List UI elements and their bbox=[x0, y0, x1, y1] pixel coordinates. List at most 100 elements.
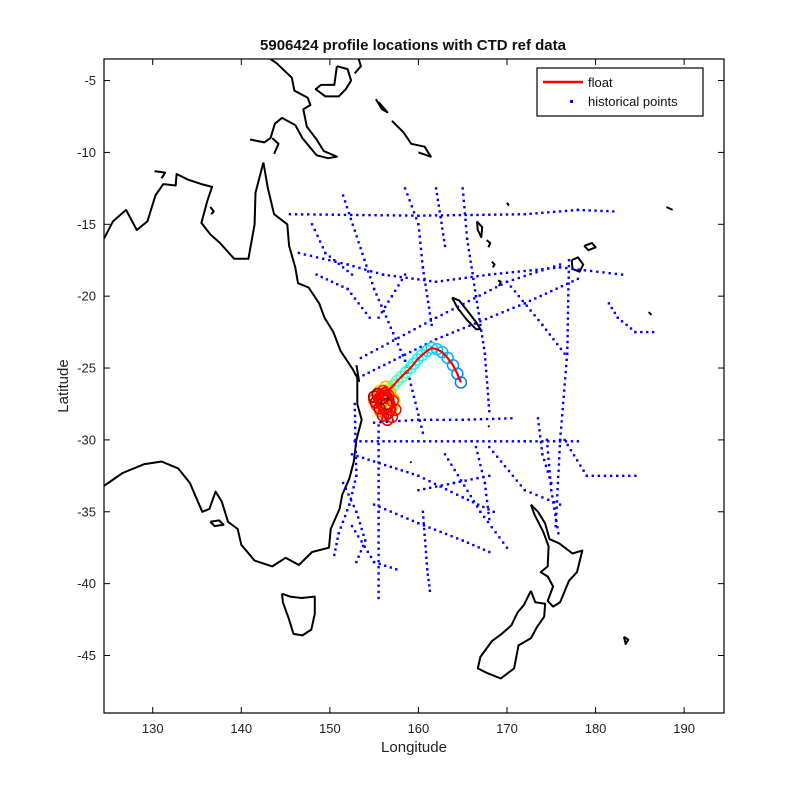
historical-point bbox=[550, 481, 553, 485]
historical-point bbox=[461, 496, 464, 499]
historical-point bbox=[421, 431, 425, 434]
historical-point bbox=[385, 420, 388, 423]
historical-point bbox=[476, 306, 479, 309]
historical-point bbox=[403, 187, 407, 190]
historical-point bbox=[341, 266, 345, 269]
historical-point bbox=[294, 213, 298, 216]
historical-point bbox=[622, 474, 625, 477]
historical-point bbox=[417, 474, 420, 477]
historical-point bbox=[403, 359, 407, 362]
historical-point bbox=[612, 210, 615, 213]
historical-point bbox=[334, 548, 337, 551]
historical-point bbox=[370, 440, 374, 443]
historical-point bbox=[566, 340, 569, 344]
historical-point bbox=[475, 300, 479, 304]
historical-point bbox=[447, 458, 450, 461]
historical-point bbox=[353, 440, 356, 443]
historical-point bbox=[567, 282, 570, 285]
historical-point bbox=[353, 414, 357, 418]
historical-point bbox=[367, 270, 370, 273]
coastline bbox=[249, 59, 338, 160]
historical-point bbox=[556, 526, 559, 529]
historical-point bbox=[452, 278, 456, 281]
y-axis-label: Latitude bbox=[55, 359, 72, 412]
historical-point bbox=[392, 214, 396, 217]
axes-background bbox=[104, 59, 724, 713]
historical-point bbox=[433, 482, 437, 486]
historical-point bbox=[343, 514, 347, 518]
historical-point bbox=[419, 241, 422, 244]
historical-point bbox=[553, 266, 556, 270]
historical-point bbox=[479, 323, 482, 327]
historical-point bbox=[362, 533, 365, 536]
historical-point bbox=[523, 302, 526, 305]
historical-point bbox=[558, 444, 561, 448]
historical-point bbox=[412, 395, 416, 398]
historical-point bbox=[480, 469, 484, 473]
historical-point bbox=[349, 217, 353, 221]
historical-point bbox=[354, 450, 357, 454]
historical-point bbox=[620, 273, 624, 276]
historical-point bbox=[570, 440, 574, 443]
historical-point bbox=[405, 214, 408, 217]
historical-point bbox=[417, 229, 421, 232]
historical-point bbox=[444, 488, 448, 491]
historical-point bbox=[411, 389, 414, 392]
historical-point bbox=[487, 404, 490, 407]
historical-point bbox=[457, 329, 460, 332]
historical-point bbox=[391, 339, 395, 342]
historical-point bbox=[523, 274, 526, 278]
historical-points-layer bbox=[288, 187, 655, 600]
historical-point bbox=[597, 474, 601, 477]
historical-point bbox=[361, 252, 364, 256]
historical-point bbox=[354, 444, 357, 448]
historical-point bbox=[367, 371, 370, 374]
historical-point bbox=[439, 530, 442, 534]
historical-point bbox=[349, 497, 352, 500]
historical-point bbox=[434, 187, 438, 190]
historical-point bbox=[374, 214, 377, 217]
historical-point bbox=[377, 298, 381, 302]
historical-point bbox=[434, 214, 438, 217]
historical-point bbox=[358, 522, 362, 525]
historical-point bbox=[322, 257, 325, 260]
historical-point bbox=[479, 418, 483, 421]
historical-point bbox=[346, 269, 349, 273]
historical-point bbox=[499, 272, 503, 275]
historical-point bbox=[634, 474, 637, 477]
historical-point bbox=[563, 438, 566, 442]
historical-point bbox=[377, 547, 380, 550]
y-tick-label: -45 bbox=[77, 648, 96, 663]
historical-point bbox=[324, 251, 327, 255]
historical-point bbox=[625, 323, 628, 327]
historical-point bbox=[394, 337, 397, 340]
historical-point bbox=[419, 247, 423, 251]
historical-point bbox=[423, 418, 426, 421]
historical-point bbox=[377, 578, 380, 581]
historical-point bbox=[500, 283, 503, 286]
historical-point bbox=[456, 305, 460, 308]
historical-point bbox=[567, 299, 570, 303]
coastline bbox=[375, 98, 389, 114]
historical-point bbox=[476, 440, 479, 443]
historical-point bbox=[569, 449, 573, 452]
historical-point bbox=[412, 211, 416, 214]
historical-point bbox=[546, 445, 549, 448]
coastline bbox=[476, 590, 547, 680]
historical-point bbox=[485, 499, 489, 503]
historical-point bbox=[480, 329, 483, 332]
historical-point bbox=[377, 436, 380, 439]
historical-point bbox=[517, 213, 520, 216]
historical-point bbox=[442, 418, 445, 421]
historical-point bbox=[535, 268, 538, 271]
historical-point bbox=[482, 213, 485, 216]
historical-point bbox=[354, 438, 357, 442]
historical-point bbox=[411, 277, 414, 280]
historical-point bbox=[485, 417, 489, 421]
historical-point bbox=[396, 343, 400, 346]
historical-point bbox=[365, 440, 368, 443]
historical-point bbox=[466, 489, 469, 493]
historical-point bbox=[377, 516, 380, 520]
historical-point bbox=[450, 490, 453, 494]
historical-point bbox=[346, 287, 349, 291]
